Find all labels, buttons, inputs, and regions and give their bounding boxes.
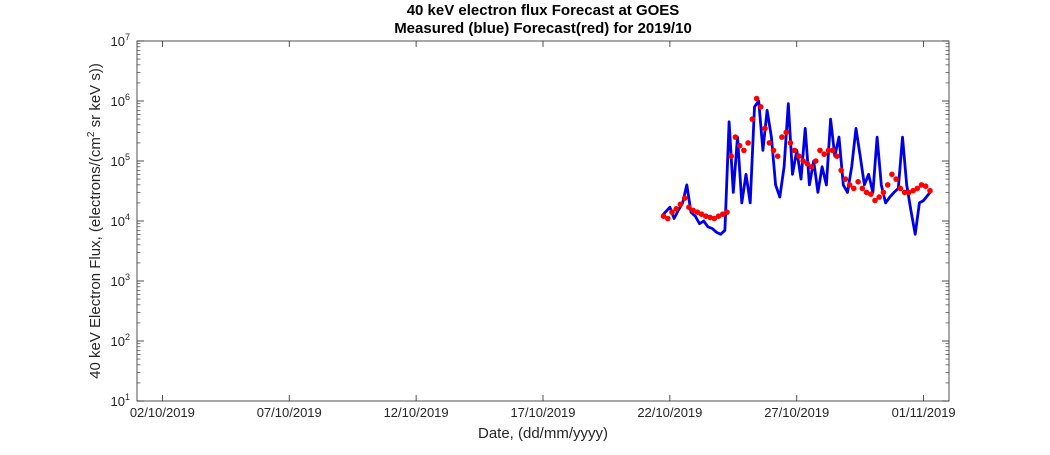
forecast-flux-point [842,176,849,182]
forecast-flux-point [851,185,857,192]
forecast-flux-point [872,197,878,204]
forecast-flux-point [796,153,802,159]
forecast-flux-point [719,211,726,217]
forecast-flux-point [863,189,870,196]
y-tick-label: 105 [111,152,130,169]
forecast-flux-point [707,214,713,221]
forecast-flux-point [686,204,692,210]
forecast-flux-point [690,207,696,214]
forecast-flux-point [660,213,667,219]
forecast-flux-point [774,153,781,159]
plot-area: 02/10/2019 07/10/2019 12/10/2019 17/10/2019… [111,32,956,420]
forecast-flux-point [834,153,840,159]
forecast-flux-point [736,142,743,149]
x-tick-label: 02/10/2019 [130,405,195,420]
forecast-flux-point [770,147,777,154]
y-axis-label: 40 keV Electron Flux, (electrons/(cm2 sr… [86,63,104,379]
forecast-flux-point [703,213,709,219]
forecast-flux-point [677,201,684,208]
forecast-flux-point [783,129,789,136]
forecast-flux-point [762,125,768,132]
forecast-flux-point [897,185,904,192]
forecast-flux-point [914,185,921,192]
forecast-flux-point [880,189,887,196]
forecast-flux-point [694,209,701,215]
x-axis-label: Date, (dd/mm/yyyy) [478,425,608,442]
forecast-flux-point [665,215,671,222]
y-tick-label: 103 [111,272,130,289]
x-tick-label: 17/10/2019 [510,405,575,420]
y-tick-label: 107 [111,32,130,49]
forecast-flux-point [753,95,760,102]
x-tick-label: 01/11/2019 [892,405,956,420]
forecast-flux-point [758,104,764,110]
chart-subtitle: Measured (blue) Forecast(red) for 2019/1… [394,20,692,37]
y-axis-label-prefix: 40 keV Electron Flux, (electrons/(cm [87,137,104,379]
forecast-flux-point [732,134,739,140]
forecast-flux-point [889,171,895,178]
forecast-flux-point [855,179,861,185]
forecast-flux-point [669,209,675,215]
forecast-flux-point [808,164,815,170]
forecast-flux-point [893,176,899,182]
forecast-flux-point [918,182,925,188]
forecast-flux-point [766,140,773,146]
forecast-flux-point [724,209,730,215]
y-tick-label: 102 [111,332,130,349]
x-tick-label: 22/10/2019 [637,405,702,420]
chart-title: 40 keV electron flux Forecast at GOES [407,2,680,19]
forecast-flux-point [681,195,688,201]
forecast-flux-point [825,147,832,154]
forecast-flux-point [927,187,933,194]
forecast-flux-point [741,147,747,154]
forecast-flux-point [804,160,811,167]
forecast-flux-point [906,189,912,196]
forecast-flux-point [787,140,794,146]
forecast-flux-point [728,153,734,159]
forecast-flux-point [698,211,705,217]
forecast-flux-point [791,147,798,154]
forecast-flux-point [868,191,874,197]
forecast-flux-point [922,183,929,189]
forecast-flux-point [817,147,823,154]
forecast-flux-point [829,147,836,154]
x-tick-label: 07/10/2019 [257,405,322,420]
forecast-flux-point [884,182,891,188]
y-tick-label: 106 [111,92,130,109]
y-axis-label-superscript: 2 [86,131,97,137]
y-tick-label: 104 [111,212,130,229]
forecast-flux-point [838,167,844,174]
forecast-flux-point [800,158,806,164]
forecast-flux-point [813,158,819,164]
forecast-flux-point [859,185,866,192]
forecast-flux-point [910,187,916,194]
forecast-flux-point [745,140,751,146]
forecast-flux-point [821,151,827,157]
forecast-flux-point [876,194,882,200]
plot-frame [136,40,950,402]
forecast-flux-point [749,116,756,122]
forecast-flux-point [711,215,718,222]
forecast-flux-point [901,189,908,196]
forecast-flux-point [846,182,853,188]
forecast-flux-point [779,134,785,140]
y-axis-label-suffix: sr keV s)) [87,63,104,131]
x-tick-label: 12/10/2019 [384,405,449,420]
forecast-flux-point [673,206,679,212]
forecast-flux-point [715,213,722,219]
x-tick-label: 27/10/2019 [764,405,829,420]
y-tick-label: 101 [111,392,130,409]
